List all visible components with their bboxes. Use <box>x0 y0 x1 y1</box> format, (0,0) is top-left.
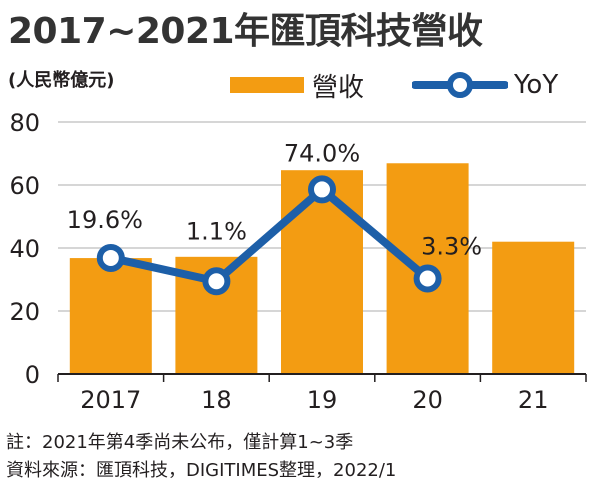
y-tick-label: 0 <box>25 361 40 389</box>
yoy-data-label: 3.3% <box>421 232 482 260</box>
legend-swatch-bar <box>230 77 304 93</box>
x-tick-label: 19 <box>307 386 338 414</box>
bar <box>69 258 152 374</box>
yoy-point <box>413 264 442 293</box>
y-tick-label: 20 <box>9 298 40 326</box>
yoy-data-label: 1.1% <box>186 217 247 245</box>
x-tick-label: 2017 <box>80 386 141 414</box>
x-tick-label: 20 <box>412 386 443 414</box>
yoy-line <box>106 185 432 286</box>
legend-item-yoy: YoY <box>412 68 558 102</box>
source-note: 資料來源：匯頂科技，DIGITIMES整理，2022/1 <box>6 460 397 481</box>
footnote: 註：2021年第4季尚未公布，僅計算1~3季 <box>6 432 354 453</box>
x-tick-label: 18 <box>201 386 232 414</box>
yoy-data-label: 19.6% <box>67 206 143 234</box>
legend-item-revenue: 營收 <box>230 68 365 103</box>
yoy-point <box>202 267 231 296</box>
y-tick-label: 80 <box>9 109 40 137</box>
y-tick-label: 40 <box>9 235 40 263</box>
unit-label: (人民幣億元) <box>8 70 115 91</box>
x-tick-label: 21 <box>518 386 549 414</box>
bar <box>492 241 575 374</box>
yoy-data-label: 74.0% <box>284 139 360 167</box>
bar <box>281 170 363 374</box>
yoy-point <box>96 243 125 272</box>
legend-swatch-line <box>412 72 508 98</box>
legend-label-yoy: YoY <box>514 70 559 100</box>
y-tick-label: 60 <box>9 172 40 200</box>
yoy-point <box>308 175 336 204</box>
legend-label-revenue: 營收 <box>312 72 365 103</box>
chart-title: 2017~2021年匯頂科技營收 <box>8 11 483 52</box>
